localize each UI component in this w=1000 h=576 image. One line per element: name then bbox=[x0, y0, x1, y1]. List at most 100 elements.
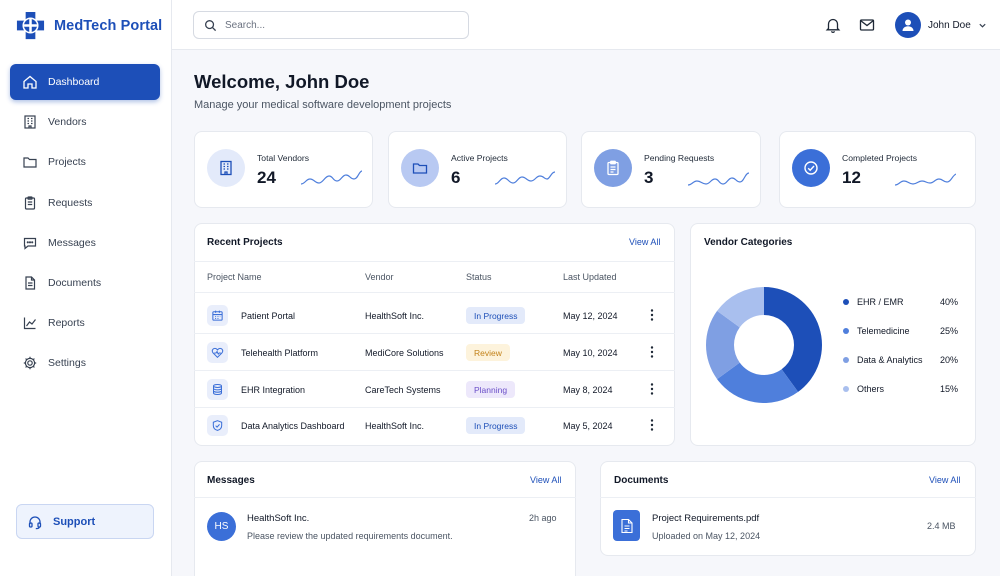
stat-card-pending-requests[interactable]: Pending Requests 3 bbox=[581, 131, 761, 208]
project-vendor: HealthSoft Inc. bbox=[365, 311, 425, 321]
legend-swatch bbox=[843, 386, 849, 392]
sidebar-item-settings[interactable]: Settings bbox=[10, 345, 160, 381]
search-box[interactable] bbox=[193, 11, 469, 39]
sidebar-item-label: Projects bbox=[48, 156, 86, 169]
recent-projects-view-all-link[interactable]: View All bbox=[629, 237, 661, 247]
project-name[interactable]: Telehealth Platform bbox=[241, 348, 319, 358]
divider bbox=[194, 497, 576, 498]
user-menu[interactable]: John Doe bbox=[895, 12, 987, 38]
legend-value: 25% bbox=[940, 326, 959, 336]
sidebar-item-requests[interactable]: Requests bbox=[10, 185, 160, 221]
avatar: HS bbox=[207, 512, 236, 541]
documents-panel bbox=[600, 461, 976, 556]
message-sender: HealthSoft Inc. bbox=[247, 513, 310, 524]
page-title: Welcome, John Doe bbox=[194, 71, 370, 92]
stat-value: 6 bbox=[451, 168, 461, 187]
document-size: 2.4 MB bbox=[927, 521, 956, 531]
stat-card-total-vendors[interactable]: Total Vendors 24 bbox=[194, 131, 373, 208]
project-updated: May 10, 2024 bbox=[563, 348, 618, 358]
more-options-icon[interactable] bbox=[648, 382, 656, 396]
user-icon bbox=[902, 19, 914, 31]
legend-value: 40% bbox=[940, 297, 959, 307]
stat-value: 24 bbox=[257, 168, 276, 187]
sidebar-item-vendors[interactable]: Vendors bbox=[10, 104, 160, 140]
sidebar-item-messages[interactable]: Messages bbox=[10, 225, 160, 261]
divider bbox=[194, 407, 675, 408]
project-name[interactable]: Data Analytics Dashboard bbox=[241, 421, 345, 431]
clipboard-icon bbox=[24, 195, 36, 210]
donut-slice-data-analytics[interactable] bbox=[706, 310, 740, 380]
messages-title: Messages bbox=[207, 475, 255, 486]
folder-icon bbox=[412, 163, 428, 174]
message-preview: Please review the updated requirements d… bbox=[247, 531, 453, 541]
mail-icon[interactable] bbox=[858, 16, 876, 34]
stat-label: Pending Requests bbox=[644, 153, 715, 163]
legend-label: Others bbox=[857, 384, 885, 394]
document-uploaded: Uploaded on May 12, 2024 bbox=[652, 531, 761, 541]
column-header: Status bbox=[466, 272, 492, 282]
legend-value: 15% bbox=[940, 384, 959, 394]
status-badge: In Progress bbox=[466, 307, 526, 324]
documents-view-all-link[interactable]: View All bbox=[929, 475, 961, 485]
chart-line-icon bbox=[23, 317, 36, 330]
sidebar-item-reports[interactable]: Reports bbox=[10, 305, 160, 341]
messages-panel bbox=[194, 461, 576, 576]
sparkline bbox=[300, 170, 362, 185]
project-name[interactable]: Patient Portal bbox=[241, 311, 296, 321]
chat-icon bbox=[23, 237, 37, 250]
project-icon-wrap bbox=[207, 342, 228, 363]
building-icon bbox=[220, 160, 232, 176]
divider bbox=[194, 333, 675, 334]
stat-value: 3 bbox=[644, 168, 654, 187]
brand-logo[interactable]: MedTech Portal bbox=[15, 10, 162, 41]
stat-card-active-projects[interactable]: Active Projects 6 bbox=[388, 131, 567, 208]
sidebar-item-dashboard[interactable]: Dashboard bbox=[10, 64, 160, 100]
sidebar-item-projects[interactable]: Projects bbox=[10, 144, 160, 180]
stat-label: Total Vendors bbox=[257, 153, 310, 163]
more-options-icon[interactable] bbox=[648, 308, 656, 322]
more-options-icon[interactable] bbox=[648, 345, 656, 359]
stat-label: Active Projects bbox=[451, 153, 508, 163]
sidebar-item-label: Settings bbox=[48, 357, 86, 370]
column-header: Project Name bbox=[207, 272, 262, 282]
status-badge: Review bbox=[466, 344, 510, 361]
project-icon-wrap bbox=[207, 379, 228, 400]
database-icon bbox=[212, 383, 223, 396]
gear-icon bbox=[23, 357, 37, 370]
stat-icon-wrap bbox=[594, 149, 632, 187]
stat-icon-wrap bbox=[207, 149, 245, 187]
home-icon bbox=[23, 75, 37, 89]
heart-pulse-icon bbox=[211, 347, 224, 359]
messages-view-all-link[interactable]: View All bbox=[530, 475, 562, 485]
donut-slice-others[interactable] bbox=[717, 287, 764, 328]
legend-swatch bbox=[843, 357, 849, 363]
calendar-icon bbox=[212, 310, 223, 321]
project-name[interactable]: EHR Integration bbox=[241, 385, 306, 395]
file-icon-wrap bbox=[613, 510, 640, 541]
sidebar-item-label: Requests bbox=[48, 196, 93, 209]
sidebar-item-documents[interactable]: Documents bbox=[10, 265, 160, 301]
sidebar-item-label: Dashboard bbox=[48, 76, 100, 88]
legend-swatch bbox=[843, 299, 849, 305]
search-input[interactable] bbox=[225, 19, 455, 31]
project-icon-wrap bbox=[207, 415, 228, 436]
project-vendor: HealthSoft Inc. bbox=[365, 421, 425, 431]
project-vendor: CareTech Systems bbox=[365, 385, 441, 395]
support-button[interactable]: Support bbox=[16, 504, 154, 539]
legend-label: Data & Analytics bbox=[857, 355, 923, 365]
legend-swatch bbox=[843, 328, 849, 334]
bell-icon[interactable] bbox=[824, 16, 842, 34]
sidebar-item-label: Messages bbox=[48, 236, 96, 249]
stat-card-completed-projects[interactable]: Completed Projects 12 bbox=[779, 131, 976, 208]
user-name: John Doe bbox=[928, 19, 971, 31]
stat-label: Completed Projects bbox=[842, 153, 917, 163]
recent-projects-title: Recent Projects bbox=[207, 237, 283, 248]
donut-slice-telemedicine[interactable] bbox=[717, 362, 799, 403]
sidebar: MedTech Portal Dashboard Vendors Project… bbox=[0, 0, 172, 576]
building-icon bbox=[24, 115, 36, 129]
more-options-icon[interactable] bbox=[648, 418, 656, 432]
donut-slice-ehr-emr[interactable] bbox=[764, 287, 822, 392]
folder-icon bbox=[23, 157, 37, 168]
shield-check-icon bbox=[212, 420, 223, 431]
avatar bbox=[895, 12, 921, 38]
